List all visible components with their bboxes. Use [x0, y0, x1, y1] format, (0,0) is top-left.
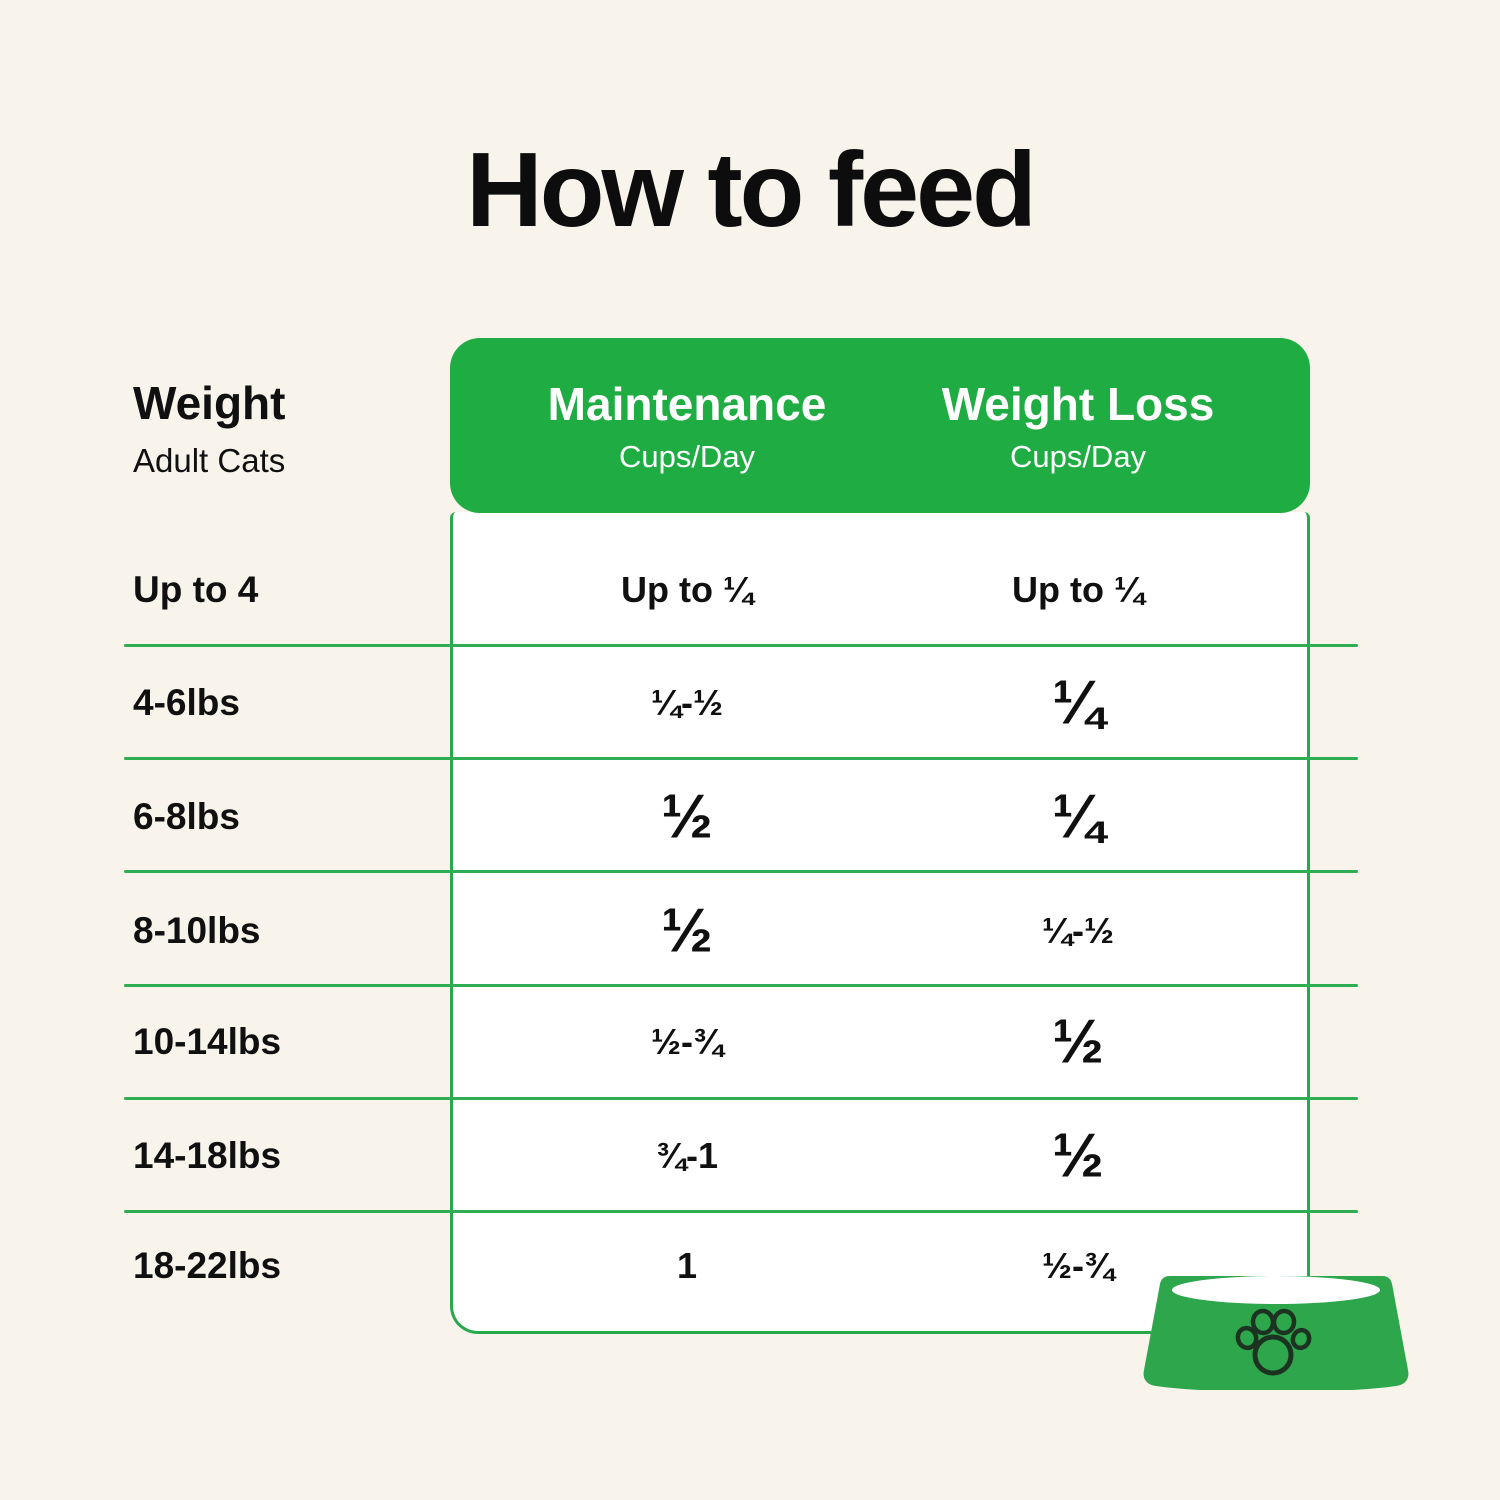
weight-range-label: 6-8lbs [133, 796, 240, 837]
maintenance-column-label: Maintenance [547, 377, 827, 430]
row-separator [124, 644, 1358, 647]
maintenance-value: ¾-1 [655, 1135, 719, 1176]
weight-range-label: 14-18lbs [133, 1135, 282, 1176]
weight-range-label: 4-6lbs [133, 682, 240, 723]
weight-loss-value: ½-¾ [1041, 1245, 1115, 1286]
maintenance-column-header: Maintenance Cups/Day [548, 377, 827, 475]
paw-print-icon [1235, 1308, 1312, 1376]
pet-bowl-icon [1143, 1276, 1409, 1390]
row-separator [124, 1210, 1358, 1213]
weight-loss-value: Up to ¼ [1012, 569, 1144, 610]
weight-loss-value: ½ [1052, 1007, 1104, 1077]
weight-column-header: Weight Adult Cats [133, 376, 285, 480]
weight-header-subtitle: Adult Cats [133, 442, 286, 479]
maintenance-value: Up to ¼ [621, 569, 753, 610]
weight-loss-value: ¼-½ [1041, 910, 1115, 951]
maintenance-value: ½-¾ [650, 1021, 724, 1062]
weight-range-label: Up to 4 [133, 569, 259, 610]
maintenance-value: ½ [661, 782, 713, 852]
table-header: Maintenance Cups/Day Weight Loss Cups/Da… [450, 338, 1310, 513]
row-separator [124, 1097, 1358, 1100]
maintenance-value: ½ [661, 896, 713, 966]
weight-loss-value: ½ [1052, 1121, 1104, 1191]
weight-loss-value: ¼ [1052, 668, 1104, 738]
page-title: How to feed [466, 131, 1037, 249]
row-separator [124, 757, 1358, 760]
row-separator [124, 870, 1358, 873]
maintenance-column-unit: Cups/Day [618, 438, 756, 474]
maintenance-value: ¼-½ [650, 682, 724, 723]
weight-range-label: 10-14lbs [133, 1021, 282, 1062]
weight-loss-column-unit: Cups/Day [1009, 438, 1147, 474]
row-separator [124, 984, 1358, 987]
table-body-panel [450, 512, 1310, 1334]
weight-range-label: 8-10lbs [133, 910, 261, 951]
maintenance-value: 1 [676, 1245, 698, 1286]
weight-loss-column-label: Weight Loss [941, 377, 1215, 430]
weight-range-label: 18-22lbs [133, 1245, 282, 1286]
weight-header-title: Weight [133, 377, 286, 429]
weight-loss-column-header: Weight Loss Cups/Day [942, 377, 1215, 475]
weight-loss-value: ¼ [1052, 782, 1104, 852]
